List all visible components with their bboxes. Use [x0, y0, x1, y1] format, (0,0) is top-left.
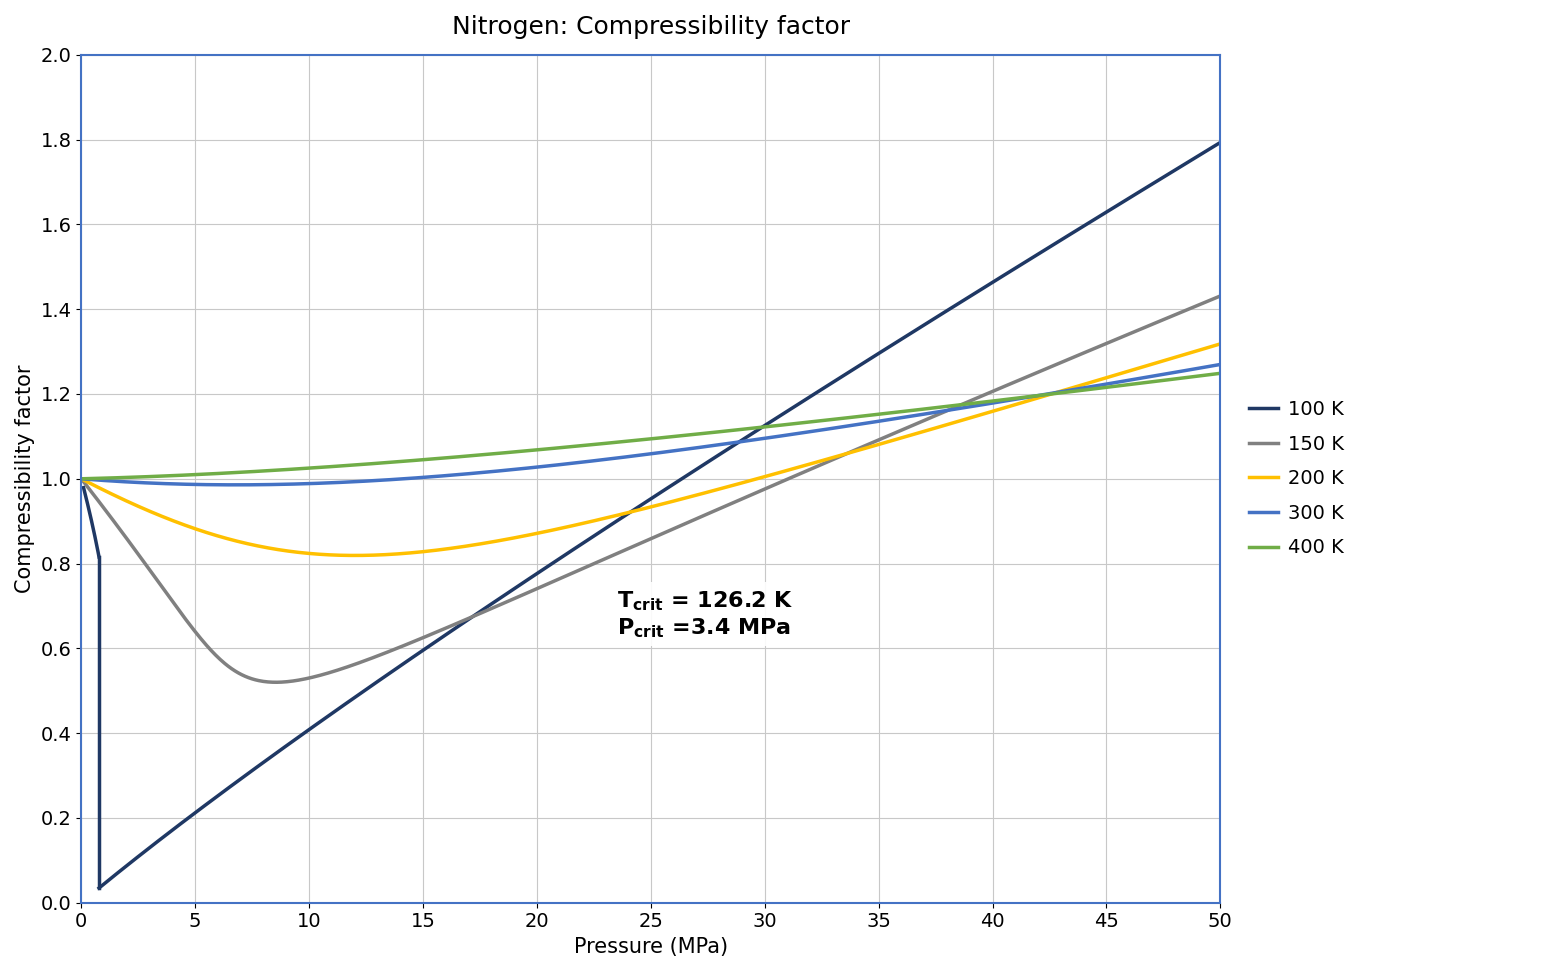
Title: Nitrogen: Compressibility factor: Nitrogen: Compressibility factor: [452, 15, 850, 39]
Legend: 100 K, 150 K, 200 K, 300 K, 400 K: 100 K, 150 K, 200 K, 300 K, 400 K: [1242, 393, 1352, 565]
Text: T$_{\mathregular{crit}}$ = 126.2 K
P$_{\mathregular{crit}}$ =3.4 MPa: T$_{\mathregular{crit}}$ = 126.2 K P$_{\…: [617, 589, 794, 640]
Y-axis label: Compressibility factor: Compressibility factor: [16, 364, 36, 593]
X-axis label: Pressure (MPa): Pressure (MPa): [573, 937, 727, 957]
